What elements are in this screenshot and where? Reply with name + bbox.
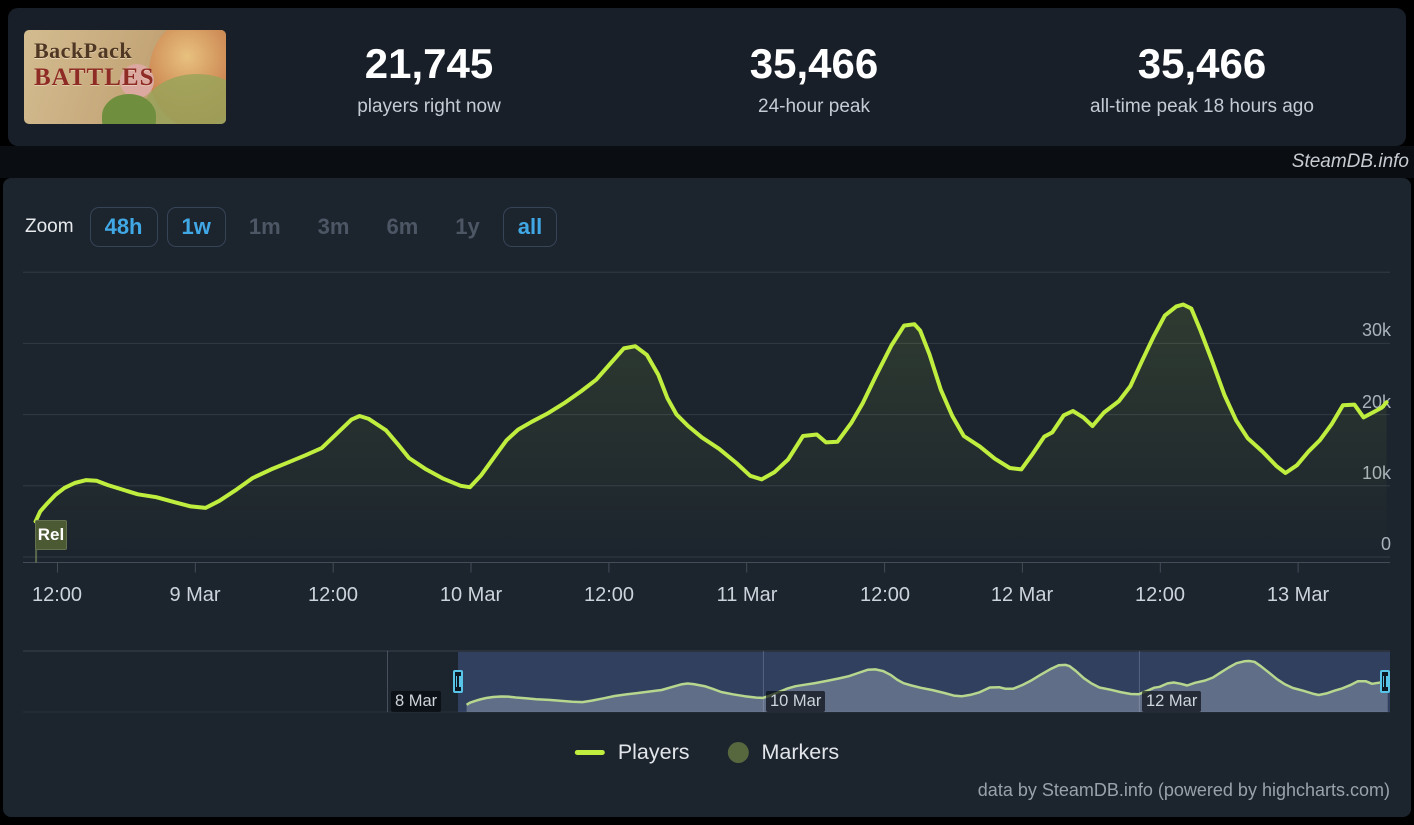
- x-axis-label: 12:00: [307, 584, 359, 606]
- current-players-label: players right now: [357, 96, 501, 117]
- x-axis-label: 9 Mar: [169, 584, 221, 606]
- x-axis-label: 12:00: [31, 584, 83, 606]
- zoom-button-all[interactable]: all: [502, 207, 558, 247]
- zoom-toolbar: Zoom 48h 1w 1m 3m 6m 1y all: [25, 206, 558, 248]
- chart-legend: Players Markers: [574, 740, 840, 765]
- banner-plant-art: [102, 94, 156, 124]
- y-axis-label: 0: [1380, 534, 1391, 554]
- banner-title-line1: BackPack: [34, 38, 133, 63]
- peak-24h-label: 24-hour peak: [758, 96, 870, 117]
- legend-item-label: Markers: [761, 740, 840, 764]
- navigator-axis-label: 12 Mar: [1142, 691, 1202, 712]
- game-header-card: BackPack BATTLES 21,745 players right no…: [8, 8, 1406, 146]
- legend-item-markers[interactable]: Markers: [727, 740, 840, 765]
- brand-bar: SteamDB.info: [0, 146, 1414, 178]
- x-axis-label: 12:00: [859, 584, 911, 606]
- stat-24h-peak: 35,466 24-hour peak: [624, 38, 1004, 118]
- legend-line-swatch-icon: [574, 750, 605, 755]
- y-axis-label: 10k: [1361, 463, 1391, 483]
- zoom-button-48h[interactable]: 48h: [89, 207, 158, 247]
- y-axis-label: 20k: [1361, 392, 1391, 412]
- legend-item-players[interactable]: Players: [574, 740, 690, 765]
- legend-circle-swatch-icon: [727, 742, 749, 763]
- legend-item-label: Players: [617, 740, 690, 764]
- release-marker-badge: Rel: [35, 520, 67, 550]
- x-axis-label: 12:00: [583, 584, 635, 606]
- x-axis-label: 12 Mar: [990, 584, 1054, 606]
- alltime-peak-label: all-time peak 18 hours ago: [1090, 96, 1314, 117]
- alltime-peak-value: 35,466: [1137, 40, 1267, 87]
- navigator-axis-label: 8 Mar: [391, 691, 442, 712]
- peak-24h-value: 35,466: [749, 40, 879, 87]
- zoom-button-6m[interactable]: 6m: [386, 214, 419, 239]
- game-banner-image: BackPack BATTLES: [24, 30, 226, 124]
- navigator-axis-label: 10 Mar: [766, 691, 826, 712]
- zoom-label: Zoom: [25, 216, 74, 237]
- navigator-left-handle[interactable]: [453, 670, 463, 693]
- banner-pig-art: [120, 64, 154, 98]
- navigator-selected-range[interactable]: [458, 652, 1390, 712]
- x-axis-label: 13 Mar: [1266, 584, 1330, 606]
- zoom-button-1w[interactable]: 1w: [166, 207, 226, 247]
- stat-current-players: 21,745 players right now: [239, 38, 619, 118]
- stat-alltime-peak: 35,466 all-time peak 18 hours ago: [1012, 38, 1392, 118]
- zoom-button-3m[interactable]: 3m: [317, 214, 350, 239]
- x-axis-label: 11 Mar: [716, 584, 778, 606]
- x-axis-label: 10 Mar: [439, 584, 503, 606]
- chart-credit-link[interactable]: data by SteamDB.info (powered by highcha…: [977, 780, 1390, 800]
- x-axis-label: 12:00: [1134, 584, 1186, 606]
- chart-panel: [3, 178, 1411, 817]
- zoom-button-1m[interactable]: 1m: [248, 214, 281, 239]
- navigator-right-handle[interactable]: [1380, 670, 1390, 693]
- banner-title-line2: BATTLES: [34, 64, 155, 91]
- y-axis-label: 30k: [1361, 320, 1391, 340]
- steamdb-link[interactable]: SteamDB.info: [1291, 151, 1409, 172]
- current-players-value: 21,745: [364, 40, 494, 87]
- zoom-button-1y[interactable]: 1y: [455, 214, 480, 239]
